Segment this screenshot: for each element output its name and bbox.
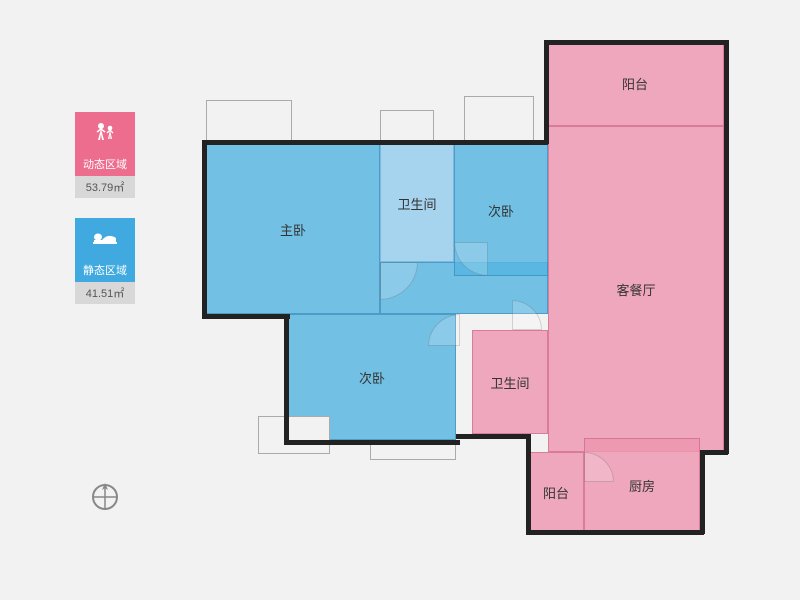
wall — [284, 440, 460, 445]
people-icon — [75, 112, 135, 152]
legend-static: 静态区域 41.51㎡ — [75, 218, 135, 304]
wall-notch — [464, 96, 534, 144]
wall — [202, 140, 548, 145]
room-balcony-top: 阳台 — [546, 40, 724, 126]
wall — [456, 434, 530, 439]
wall — [284, 314, 289, 444]
wall-notch — [380, 110, 434, 144]
wall — [202, 140, 207, 318]
room-label: 主卧 — [280, 220, 306, 239]
room-label: 阳台 — [622, 74, 648, 93]
room-label: 次卧 — [359, 368, 385, 387]
room-label: 客餐厅 — [616, 280, 655, 299]
room-balcony-bottom: 阳台 — [528, 452, 584, 532]
wall-notch — [258, 416, 330, 454]
room-label: 卫生间 — [490, 373, 529, 392]
legend-dynamic: 动态区域 53.79㎡ — [75, 112, 135, 198]
room-label: 次卧 — [488, 201, 514, 220]
room-living-dining: 客餐厅 — [548, 126, 724, 452]
compass-icon — [88, 480, 122, 514]
room-master-bedroom: 主卧 — [206, 144, 380, 314]
room-bathroom-2: 卫生间 — [472, 330, 548, 434]
wall — [700, 450, 705, 534]
wall — [544, 40, 549, 128]
room-label: 厨房 — [629, 476, 655, 495]
legend: 动态区域 53.79㎡ 静态区域 41.51㎡ — [75, 112, 135, 324]
legend-static-value: 41.51㎡ — [75, 282, 135, 304]
room-label: 阳台 — [543, 483, 569, 502]
room-label: 卫生间 — [397, 194, 436, 213]
floorplan: 阳台 客餐厅 主卧 卫生间 次卧 次卧 卫生间 阳台 厨房 — [200, 40, 760, 540]
room-bathroom-1: 卫生间 — [380, 144, 454, 262]
room-kitchen: 厨房 — [584, 438, 700, 532]
wall — [544, 40, 728, 45]
wall — [526, 434, 531, 534]
wall — [724, 40, 729, 454]
wall — [202, 314, 290, 319]
legend-dynamic-label: 动态区域 — [75, 152, 135, 176]
bed-icon — [75, 218, 135, 258]
wall — [526, 530, 704, 535]
wall — [544, 124, 549, 144]
wall-notch — [206, 100, 292, 144]
legend-static-label: 静态区域 — [75, 258, 135, 282]
legend-dynamic-value: 53.79㎡ — [75, 176, 135, 198]
